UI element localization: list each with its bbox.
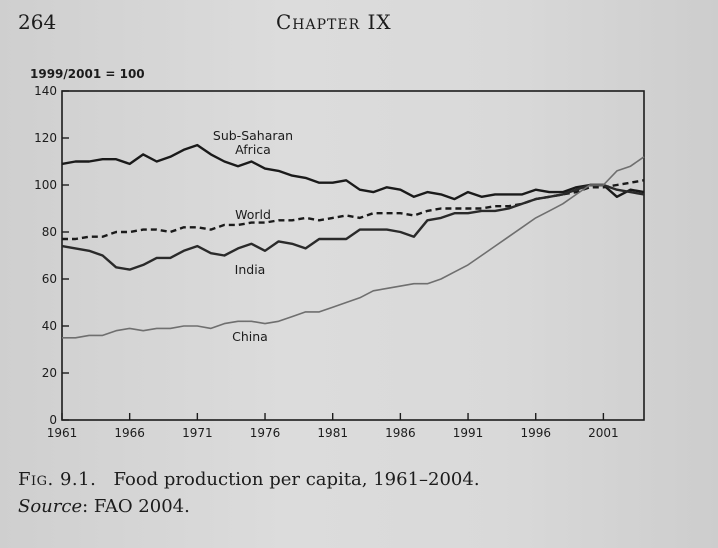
- figure-caption: Fig. 9.1. Food production per capita, 19…: [18, 466, 480, 520]
- y-tick-label: 80: [42, 225, 57, 239]
- series-line-india: [61, 183, 645, 271]
- x-tick-label: 1991: [453, 426, 484, 440]
- y-tick-label: 100: [34, 178, 57, 192]
- y-tick-label: 20: [42, 366, 57, 380]
- figure-label: Fig. 9.1.: [18, 469, 97, 490]
- y-tick-label: 0: [49, 413, 57, 427]
- series-lines: [61, 143, 645, 339]
- series-label: China: [232, 329, 268, 344]
- caption-source-line: Source: FAO 2004.: [18, 493, 480, 520]
- series-label: World: [235, 207, 271, 222]
- x-axis: 1961 1966 1971 1976 1981 1986 1991 1996 2001: [47, 413, 619, 440]
- chapter-heading: Chapter IX: [276, 10, 392, 34]
- x-tick-label: 1986: [385, 426, 416, 440]
- x-tick-label: 2001: [588, 426, 619, 440]
- y-tick-label: 40: [42, 319, 57, 333]
- x-tick-label: 1976: [250, 426, 281, 440]
- y-tick-label: 120: [34, 131, 57, 145]
- x-tick-label: 1966: [114, 426, 145, 440]
- y-axis: 0 20 40 60 80 100 120 140: [34, 84, 69, 427]
- x-tick-label: 1996: [520, 426, 551, 440]
- source-label: Source: [18, 496, 83, 517]
- series-label: Sub-Saharan: [213, 128, 293, 143]
- series-label: Africa: [235, 142, 271, 157]
- series-label: India: [235, 262, 266, 277]
- source-text: : FAO 2004.: [82, 496, 190, 517]
- caption-title-line: Fig. 9.1. Food production per capita, 19…: [18, 466, 480, 493]
- figure-title: Food production per capita, 1961–2004.: [113, 469, 480, 490]
- index-base-label: 1999/2001 = 100: [30, 67, 145, 81]
- y-tick-label: 60: [42, 272, 57, 286]
- x-tick-label: 1971: [182, 426, 213, 440]
- page-number: 264: [18, 10, 57, 34]
- series-line-world: [62, 179, 645, 241]
- series-line-sub-saharan-africa: [61, 143, 645, 201]
- x-tick-label: 1981: [317, 426, 348, 440]
- y-tick-label: 140: [34, 84, 57, 98]
- series-line-china: [62, 156, 645, 339]
- plot-frame: [61, 90, 645, 421]
- x-tick-label: 1961: [47, 426, 78, 440]
